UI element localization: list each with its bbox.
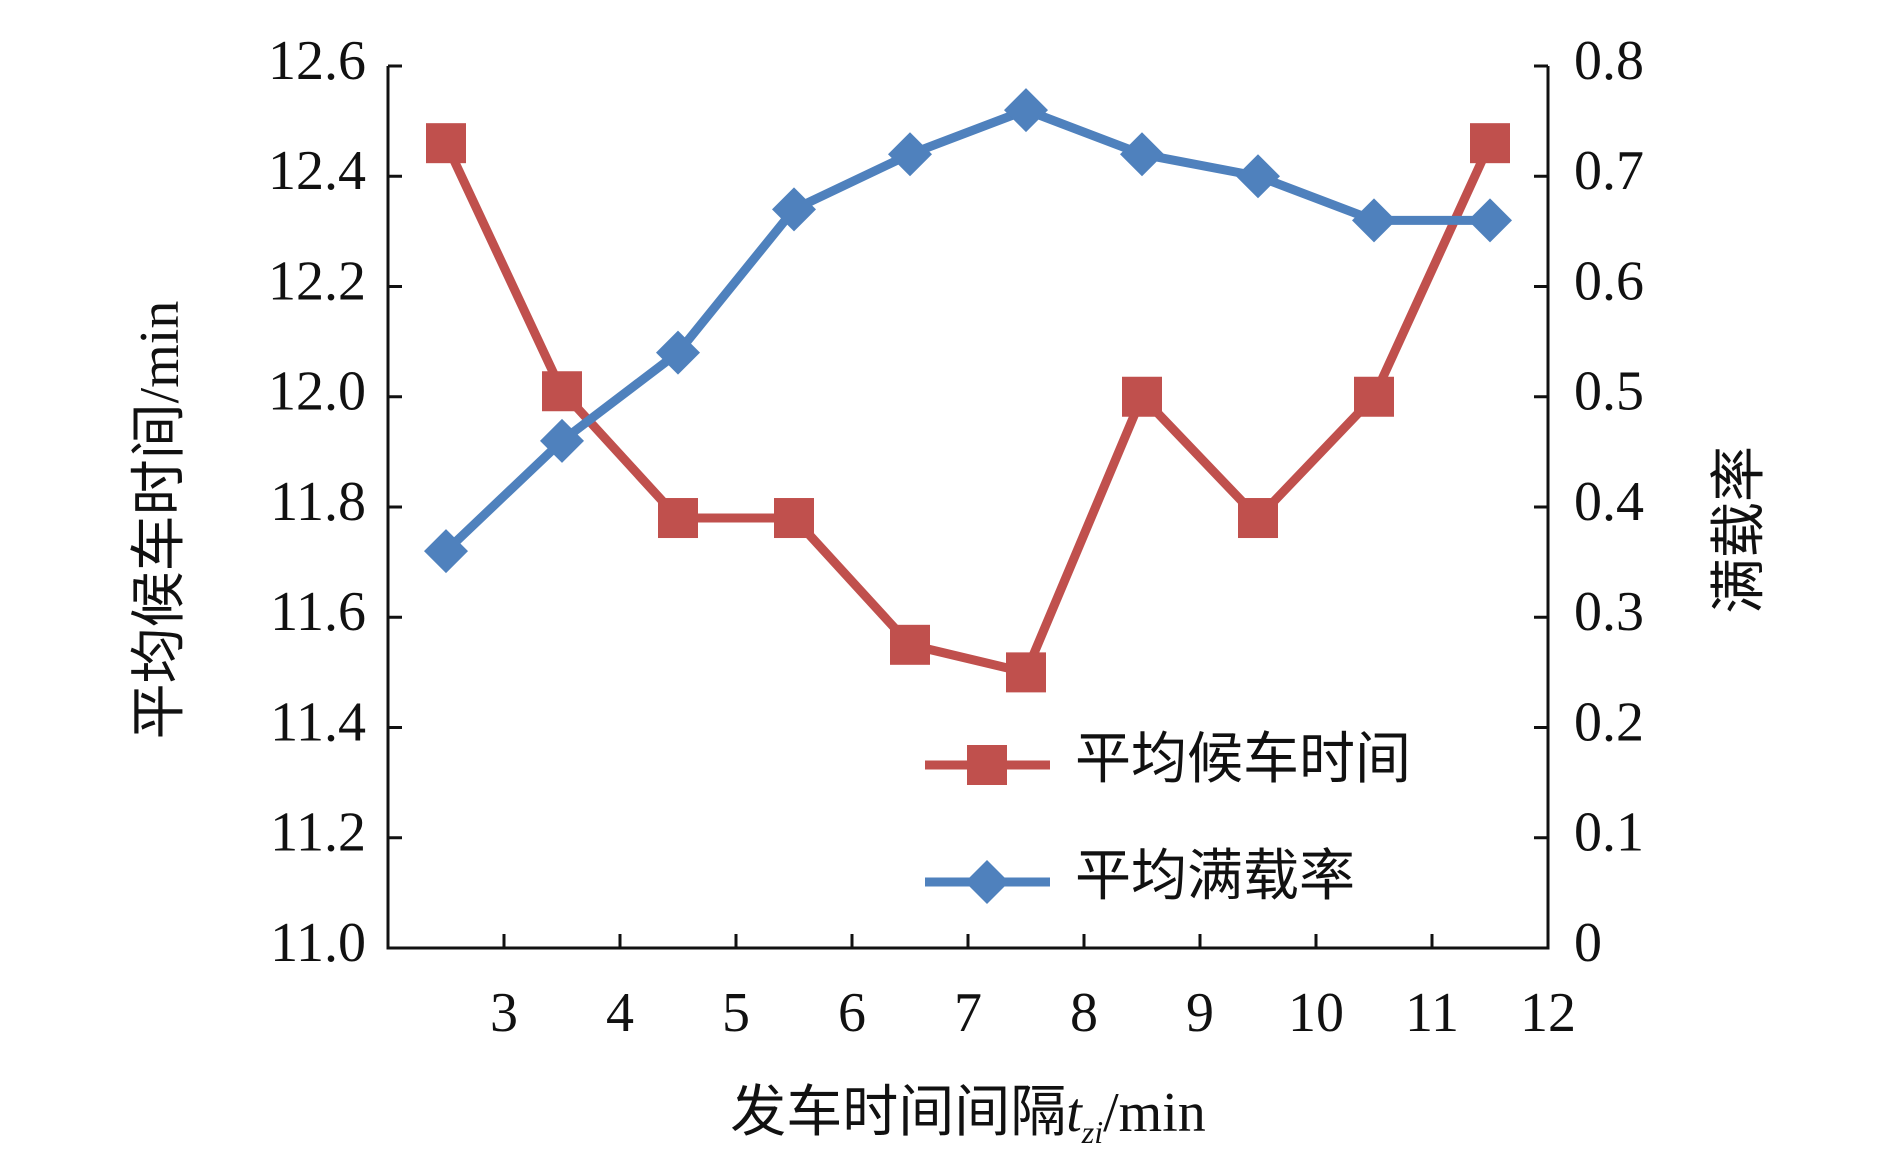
x-tick-label: 12 xyxy=(1520,982,1576,1044)
y2-tick-label: 0.8 xyxy=(1574,30,1644,92)
y2-tick-label: 0.5 xyxy=(1574,361,1644,423)
y2-axis-label: 满载率 xyxy=(1709,446,1771,614)
marker-diamond xyxy=(1468,198,1512,243)
x-label-subscript: zi xyxy=(1081,1114,1103,1150)
x-tick-label: 5 xyxy=(722,982,750,1044)
x-label-symbol: t xyxy=(1066,1082,1083,1144)
y-tick-label: 12.0 xyxy=(268,361,366,423)
y-axis-label: 平均候车时间/min xyxy=(129,301,191,740)
y2-tick-label: 0 xyxy=(1574,912,1602,974)
marker-square xyxy=(890,624,930,665)
x-tick-label: 8 xyxy=(1070,982,1098,1044)
marker-square xyxy=(1238,498,1278,539)
marker-square xyxy=(1006,652,1046,693)
marker-diamond xyxy=(1120,132,1164,177)
marker-diamond xyxy=(772,187,816,232)
y2-tick-label: 0.3 xyxy=(1574,581,1644,643)
marker-diamond xyxy=(424,529,468,574)
y2-tick-label: 0.6 xyxy=(1574,250,1644,312)
x-label-unit: /min xyxy=(1103,1082,1206,1144)
marker-diamond xyxy=(1004,88,1048,133)
y2-tick-label: 0.1 xyxy=(1574,802,1644,864)
marker-diamond xyxy=(1352,198,1396,243)
x-tick-label: 9 xyxy=(1186,982,1214,1044)
y-tick-label: 11.4 xyxy=(270,691,366,753)
legend-label: 平均候车时间 xyxy=(1075,729,1411,791)
marker-diamond xyxy=(888,132,932,177)
y-tick-label: 11.6 xyxy=(270,581,366,643)
y-tick-label: 11.2 xyxy=(270,802,366,864)
marker-diamond xyxy=(1236,154,1280,199)
x-tick-label: 3 xyxy=(490,982,518,1044)
marker-square xyxy=(426,123,466,164)
y-tick-label: 11.8 xyxy=(270,471,366,533)
legend-marker xyxy=(967,745,1007,785)
x-axis-label: 发车时间间隔tzi/min xyxy=(730,1082,1206,1151)
x-tick-label: 7 xyxy=(954,982,982,1044)
x-tick-label: 4 xyxy=(606,982,634,1044)
legend-label: 平均满载率 xyxy=(1075,846,1355,908)
marker-square xyxy=(1470,123,1510,164)
y-tick-label: 12.4 xyxy=(268,140,366,202)
marker-square xyxy=(542,371,582,412)
y-tick-label: 12.2 xyxy=(268,250,366,312)
series-line xyxy=(441,141,1495,677)
marker-square xyxy=(774,498,814,539)
legend-marker xyxy=(965,860,1009,904)
marker-square xyxy=(658,498,698,539)
x-tick-label: 10 xyxy=(1288,982,1344,1044)
marker-diamond xyxy=(540,418,584,463)
y2-tick-label: 0.4 xyxy=(1574,471,1644,533)
axes-frame xyxy=(386,66,1550,950)
marker-diamond xyxy=(656,330,700,375)
series-line xyxy=(442,105,1490,555)
marker-square xyxy=(1122,376,1162,417)
y-tick-label: 12.6 xyxy=(268,30,366,92)
x-label-text: 发车时间间隔 xyxy=(730,1082,1066,1144)
y2-tick-label: 0.7 xyxy=(1574,140,1644,202)
marker-square xyxy=(1354,376,1394,417)
y-tick-label: 11.0 xyxy=(270,912,366,974)
y2-tick-label: 0.2 xyxy=(1574,691,1644,753)
x-tick-label: 6 xyxy=(838,982,866,1044)
x-tick-label: 11 xyxy=(1405,982,1459,1044)
